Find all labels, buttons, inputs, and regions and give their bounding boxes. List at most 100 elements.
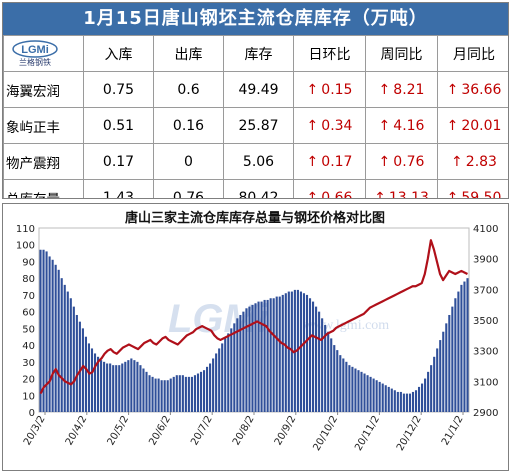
- inventory-bar: [90, 348, 94, 412]
- cell-out: 0.6: [153, 71, 224, 108]
- inventory-bar: [299, 291, 302, 412]
- x-tick-label: 20/4/2: [64, 414, 90, 447]
- inventory-bar: [157, 378, 160, 412]
- x-tick-label: 20/5/2: [106, 414, 132, 447]
- logo-watermark: LGMi: [21, 44, 49, 56]
- lgmi-logo-icon: LGMi 兰格钢铁: [12, 40, 58, 67]
- y-right-tick-label: 3100: [473, 377, 498, 388]
- inventory-bar: [439, 340, 442, 412]
- cell-dod-value: 0.15: [321, 81, 353, 98]
- inventory-bar: [39, 249, 42, 412]
- cell-in: 0.75: [83, 71, 154, 108]
- inventory-table: 1月15日唐山钢坯主流仓库库存（万吨） LGMi 兰格钢铁 入库 出库 库存 日…: [2, 2, 509, 199]
- inventory-bar: [136, 361, 139, 412]
- inventory-bar: [202, 370, 206, 412]
- row-name: 物产震翔: [3, 143, 84, 180]
- inventory-bar: [163, 380, 166, 412]
- inventory-bar: [372, 378, 375, 412]
- y-left-tick-label: 100: [16, 241, 35, 252]
- cell-in: 0.51: [83, 107, 154, 144]
- y-left-tick-label: 60: [22, 308, 35, 319]
- inventory-bar: [463, 281, 466, 412]
- cell-wow: ↑ 8.21: [365, 71, 438, 108]
- inventory-bar: [151, 376, 154, 412]
- inventory-bar: [66, 291, 69, 412]
- inventory-bar: [466, 278, 469, 412]
- cell-mom: ↑ 20.01: [437, 107, 508, 144]
- inventory-bar: [433, 356, 436, 412]
- inventory-bar: [93, 353, 97, 412]
- inventory-bar: [142, 368, 145, 412]
- inventory-bar: [360, 371, 363, 412]
- x-tick-label: 20/8/2: [231, 414, 257, 447]
- cell-stock: 25.87: [223, 107, 294, 144]
- inventory-bar: [139, 365, 142, 412]
- inventory-grid: LGMi 兰格钢铁 入库 出库 库存 日环比 周同比 月同比 海翼宏润 0.75 0…: [3, 35, 508, 199]
- col-header-wow: 周同比: [365, 35, 438, 72]
- inventory-bar: [251, 304, 254, 412]
- inventory-bar: [336, 350, 339, 412]
- cell-wow-value: 4.16: [393, 117, 425, 134]
- up-arrow-icon: ↑: [306, 117, 319, 134]
- logo-cell: LGMi 兰格钢铁: [3, 35, 84, 72]
- inventory-bar: [221, 343, 224, 412]
- inventory-bar: [160, 380, 163, 412]
- up-arrow-icon: ↑: [378, 81, 391, 98]
- y-right-tick-label: 4100: [473, 224, 498, 235]
- inventory-bar: [196, 373, 200, 412]
- inventory-bar: [212, 358, 215, 412]
- inventory-bar: [260, 301, 263, 412]
- inventory-bar: [318, 311, 321, 412]
- inventory-bar: [184, 376, 187, 412]
- inventory-bar: [448, 314, 451, 412]
- y-left-tick-label: 90: [22, 257, 35, 268]
- up-arrow-icon: ↑: [306, 81, 319, 98]
- cell-in: 1.43: [83, 179, 154, 198]
- inventory-bar: [445, 323, 448, 412]
- inventory-bar: [169, 378, 172, 412]
- inventory-bar: [206, 366, 209, 412]
- inventory-bar: [272, 298, 275, 412]
- inventory-bar: [133, 360, 136, 412]
- inventory-bar: [457, 291, 460, 412]
- chart-title: 唐山三家主流仓库库存总量与钢坯价格对比图: [125, 210, 385, 226]
- inventory-bar: [384, 385, 387, 412]
- header-row: LGMi 兰格钢铁 入库 出库 库存 日环比 周同比 月同比: [3, 35, 508, 72]
- inventory-bar: [172, 376, 175, 412]
- inventory-bar: [75, 314, 78, 412]
- inventory-bar: [178, 375, 181, 412]
- inventory-bar: [460, 284, 463, 412]
- cell-dod: ↑ 0.17: [293, 143, 366, 180]
- inventory-bar: [311, 301, 315, 412]
- y-left-tick-label: 40: [22, 341, 35, 352]
- cell-mom: ↑ 59.50: [437, 179, 508, 199]
- inventory-bar: [51, 259, 54, 412]
- inventory-bar: [375, 380, 378, 412]
- inventory-bar: [121, 363, 124, 412]
- cell-out: 0: [153, 143, 224, 180]
- inventory-bar: [72, 306, 75, 412]
- inventory-bar: [209, 363, 212, 412]
- inventory-bar: [245, 308, 248, 412]
- chart-panel: 唐山三家主流仓库库存总量与钢坯价格对比图 LGMi www.lgmi.com 0…: [2, 203, 509, 471]
- cell-mom: ↑ 36.66: [437, 71, 508, 108]
- inventory-bar: [227, 333, 230, 412]
- inventory-bar: [84, 336, 87, 412]
- cell-stock: 80.42: [223, 179, 294, 198]
- inventory-bar: [363, 373, 366, 412]
- x-tick-label: 21/1/2: [440, 414, 466, 447]
- x-tick-label: 20/9/2: [273, 414, 299, 447]
- inventory-bar: [390, 388, 393, 412]
- table-title: 1月15日唐山钢坯主流仓库库存（万吨）: [3, 3, 508, 35]
- inventory-bar: [63, 284, 66, 412]
- inventory-bar: [254, 303, 257, 412]
- inventory-bar: [427, 371, 430, 412]
- inventory-bar: [112, 365, 115, 412]
- inventory-bar: [408, 393, 412, 412]
- price-line: [39, 239, 468, 395]
- col-header-in: 入库: [83, 35, 154, 72]
- row-name: 总库存量: [3, 179, 84, 198]
- cell-mom-value: 59.50: [461, 189, 502, 199]
- y-left-tick-label: 70: [22, 291, 35, 302]
